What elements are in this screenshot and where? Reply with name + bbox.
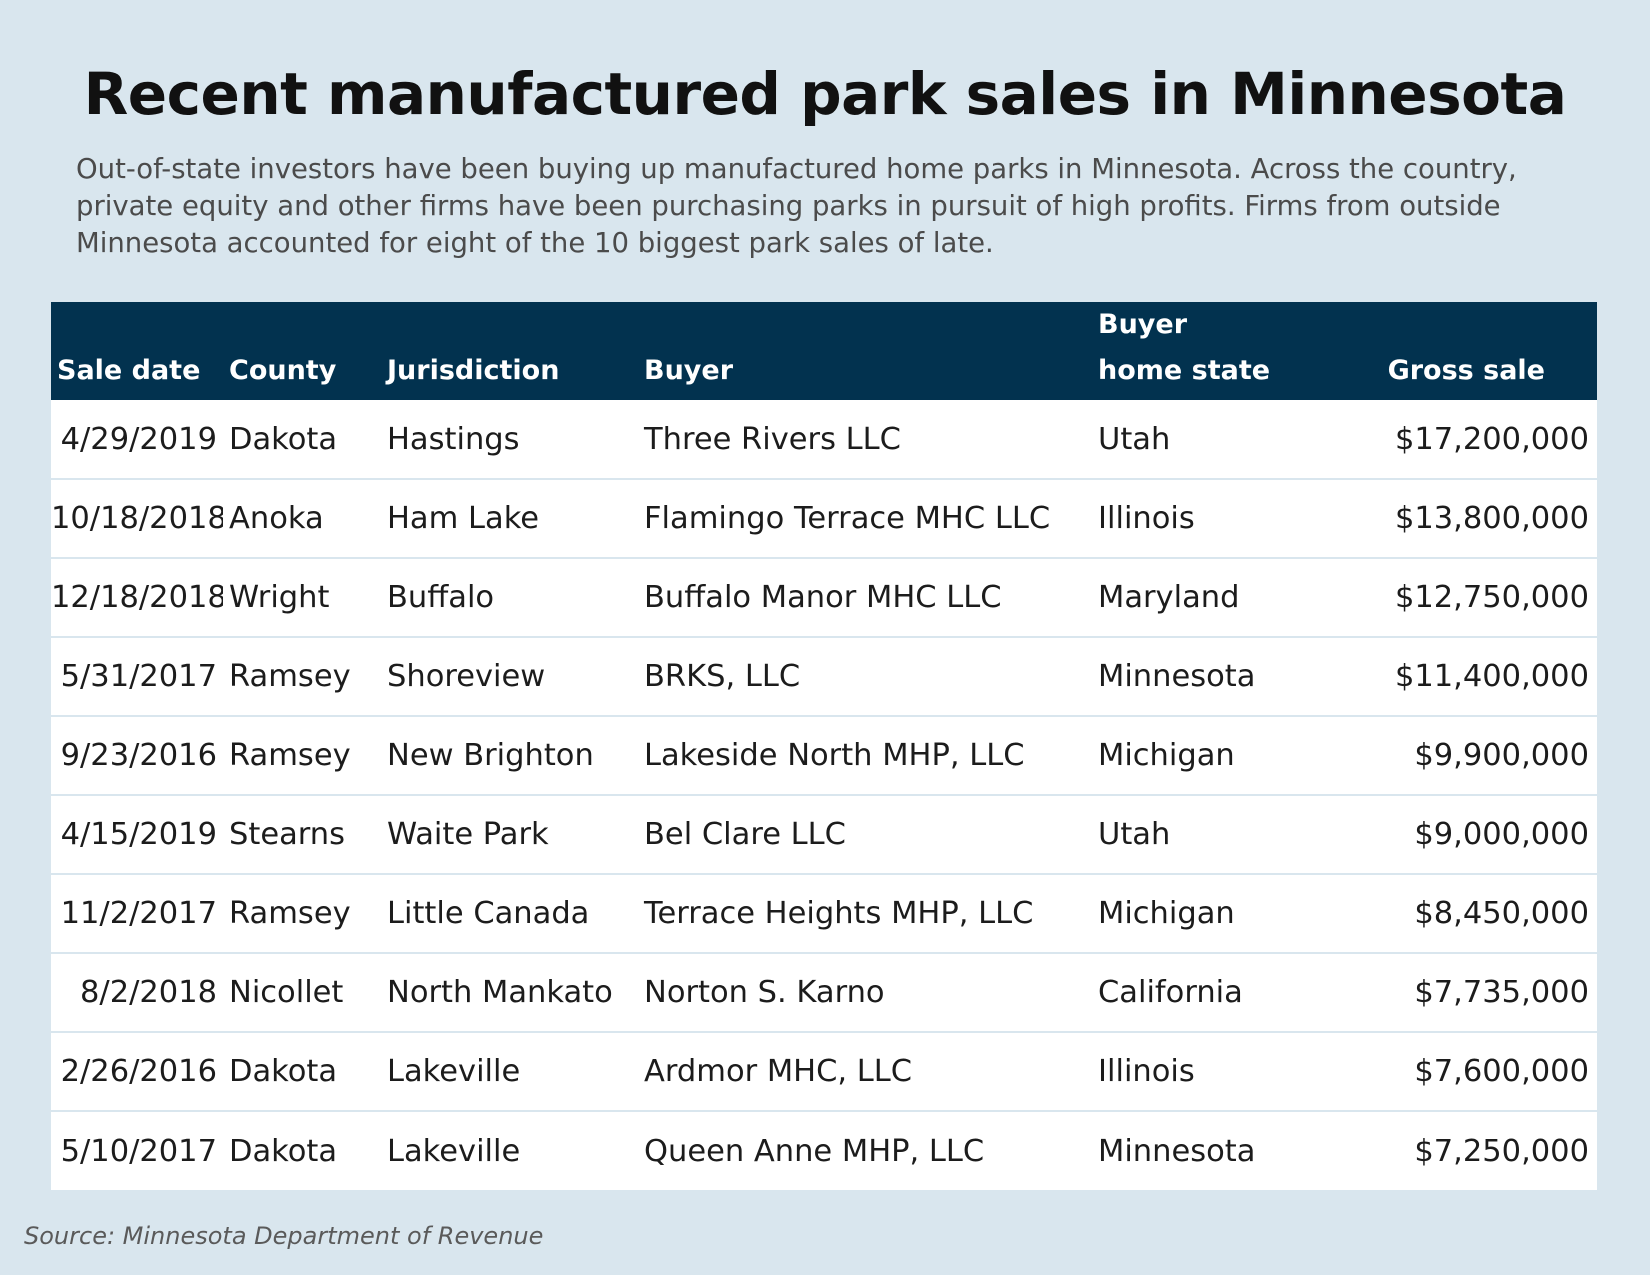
cell-gross-sale: $7,250,000: [1332, 1110, 1597, 1190]
cell-county: Ramsey: [223, 715, 381, 795]
cell-sale-date: 8/2/2018: [51, 952, 223, 1032]
cell-county: Ramsey: [223, 636, 381, 716]
table-row: 10/18/2018 Anoka Ham Lake Flamingo Terrace …: [51, 478, 1597, 558]
cell-county: Dakota: [229, 421, 338, 457]
cell-sale-date: 10/18/2018: [51, 478, 223, 558]
cell-jurisdiction: Shoreview: [381, 636, 638, 716]
cell-jurisdiction: Ham Lake: [381, 478, 638, 558]
chart-subtitle: Out-of-state investors have been buying …: [76, 153, 1517, 259]
table-body: 4/29/2019 Dakota Hastings Three Rivers LLC U…: [51, 400, 1597, 1190]
table-row: 5/31/2017 Ramsey Shoreview BRKS, LLC Minneso…: [51, 636, 1597, 716]
cell-buyer-home-state: Illinois: [1092, 478, 1332, 558]
cell-buyer: Queen Anne MHP, LLC: [638, 1110, 1092, 1190]
cell-gross-sale: $9,900,000: [1332, 715, 1597, 795]
cell-buyer-home-state: Michigan: [1092, 715, 1332, 795]
header-buyer: Buyer: [644, 355, 734, 386]
header-county: County: [229, 355, 337, 386]
cell-buyer-home-state: Utah: [1092, 794, 1332, 874]
cell-jurisdiction: Lakeville: [381, 1110, 638, 1190]
cell-buyer: BRKS, LLC: [638, 636, 1092, 716]
cell-buyer: Lakeside North MHP, LLC: [638, 715, 1092, 795]
cell-buyer: Flamingo Terrace MHC LLC: [638, 478, 1092, 558]
cell-sale-date: 4/29/2019: [60, 421, 217, 457]
cell-buyer-home-state: Illinois: [1092, 1031, 1332, 1111]
table-row: 9/23/2016 Ramsey New Brighton Lakeside Nort…: [51, 715, 1597, 795]
cell-gross-sale: $13,800,000: [1332, 478, 1597, 558]
cell-sale-date: 2/26/2016: [51, 1031, 223, 1111]
cell-sale-date: 5/10/2017: [51, 1110, 223, 1190]
cell-sale-date: 9/23/2016: [51, 715, 223, 795]
cell-buyer: Ardmor MHC, LLC: [638, 1031, 1092, 1111]
cell-gross-sale: $8,450,000: [1332, 873, 1597, 953]
cell-jurisdiction: North Mankato: [381, 952, 638, 1032]
cell-county: Ramsey: [223, 873, 381, 953]
cell-jurisdiction: Waite Park: [381, 794, 638, 874]
cell-sale-date: 11/2/2017: [51, 873, 223, 953]
cell-gross-sale: $7,735,000: [1332, 952, 1597, 1032]
cell-gross-sale: $17,200,000: [1394, 421, 1589, 457]
cell-gross-sale: $7,600,000: [1332, 1031, 1597, 1111]
table-row: 11/2/2017 Ramsey Little Canada Terrace Heig…: [51, 873, 1597, 953]
table-header-row: Sale date County Jurisdiction Buyer Buye…: [51, 302, 1597, 400]
cell-county: Stearns: [223, 794, 381, 874]
table-row: 4/15/2019 Stearns Waite Park Bel Clare LLC U…: [51, 794, 1597, 874]
header-sale-date: Sale date: [57, 355, 201, 386]
cell-jurisdiction: New Brighton: [381, 715, 638, 795]
cell-sale-date: 12/18/2018: [51, 557, 223, 637]
header-buyer-home-state: Buyer home state: [1098, 309, 1271, 386]
cell-sale-date: 5/31/2017: [51, 636, 223, 716]
cell-buyer-home-state: Utah: [1098, 421, 1171, 457]
cell-county: Anoka: [223, 478, 381, 558]
cell-gross-sale: $9,000,000: [1332, 794, 1597, 874]
cell-county: Dakota: [223, 1031, 381, 1111]
header-jurisdiction: Jurisdiction: [387, 355, 560, 386]
cell-buyer: Bel Clare LLC: [638, 794, 1092, 874]
cell-buyer-home-state: Maryland: [1092, 557, 1332, 637]
cell-buyer-home-state: Michigan: [1092, 873, 1332, 953]
source-note: Source: Minnesota Department of Revenue: [24, 1222, 544, 1250]
cell-buyer-home-state: California: [1092, 952, 1332, 1032]
cell-buyer: Three Rivers LLC: [644, 421, 901, 457]
cell-gross-sale: $11,400,000: [1332, 636, 1597, 716]
sales-table: Sale date County Jurisdiction Buyer Buye…: [51, 302, 1597, 1190]
cell-sale-date: 4/15/2019: [51, 794, 223, 874]
cell-jurisdiction: Hastings: [387, 421, 520, 457]
cell-buyer-home-state: Minnesota: [1092, 636, 1332, 716]
table-row: 12/18/2018 Wright Buffalo Buffalo Manor MHC…: [51, 557, 1597, 637]
cell-buyer-home-state: Minnesota: [1092, 1110, 1332, 1190]
table-row: 4/29/2019 Dakota Hastings Three Rivers LLC U…: [51, 400, 1597, 479]
cell-buyer: Terrace Heights MHP, LLC: [638, 873, 1092, 953]
cell-county: Dakota: [223, 1110, 381, 1190]
cell-jurisdiction: Buffalo: [381, 557, 638, 637]
cell-county: Wright: [223, 557, 381, 637]
table-row: 8/2/2018 Nicollet North Mankato Norton S. K…: [51, 952, 1597, 1032]
table-row: 2/26/2016 Dakota Lakeville Ardmor MHC, LLC I…: [51, 1031, 1597, 1111]
sales-table-container: Sale date County Jurisdiction Buyer Buye…: [51, 302, 1597, 1190]
cell-buyer: Buffalo Manor MHC LLC: [638, 557, 1092, 637]
cell-buyer: Norton S. Karno: [638, 952, 1092, 1032]
cell-jurisdiction: Little Canada: [381, 873, 638, 953]
chart-title: Recent manufactured park sales in Minnes…: [83, 60, 1567, 128]
table-row: 5/10/2017 Dakota Lakeville Queen Anne MHP, …: [51, 1110, 1597, 1190]
cell-jurisdiction: Lakeville: [381, 1031, 638, 1111]
cell-gross-sale: $12,750,000: [1332, 557, 1597, 637]
header-gross-sale: Gross sale: [1387, 355, 1545, 386]
cell-county: Nicollet: [223, 952, 381, 1032]
